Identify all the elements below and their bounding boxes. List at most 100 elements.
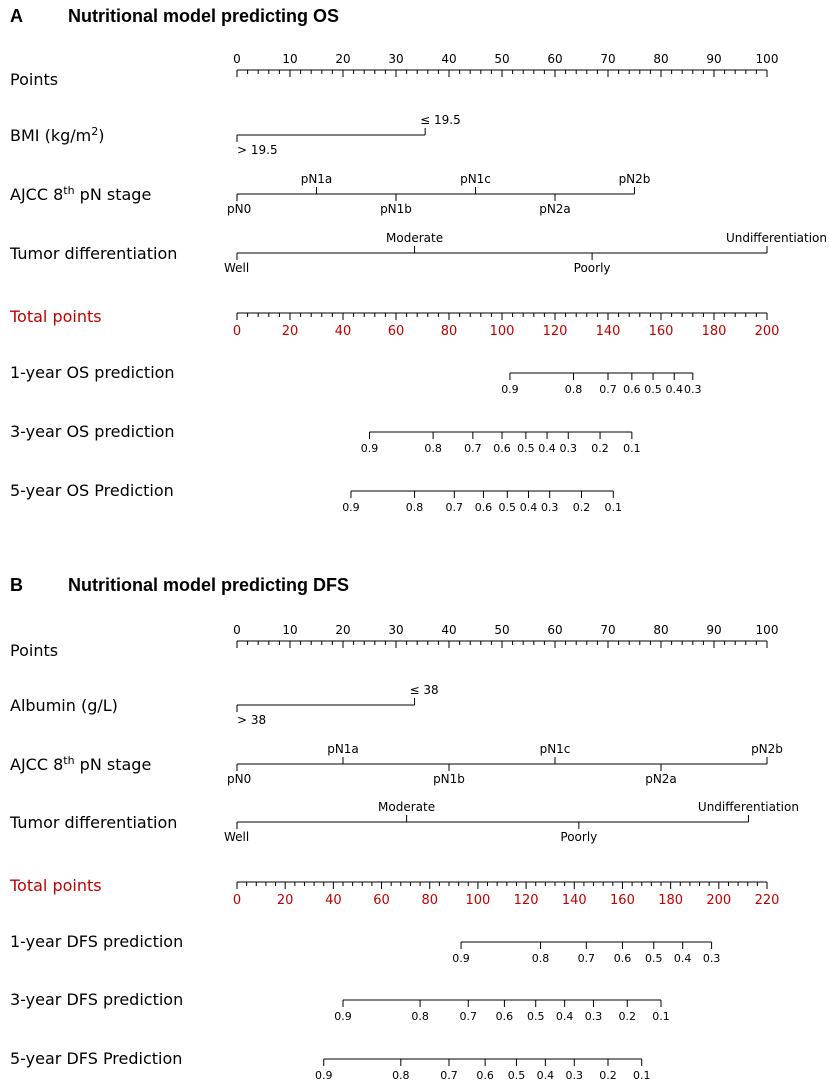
prediction-tick-label: 0.8 — [411, 1010, 429, 1023]
points-tick-label: 10 — [282, 52, 297, 66]
prediction-tick-label: 0.5 — [508, 1069, 526, 1082]
level-label: ≤ 19.5 — [420, 113, 461, 127]
points-tick-label: 80 — [653, 52, 668, 66]
panel-title: Nutritional model predicting DFS — [68, 575, 349, 595]
variable-label-td: Tumor differentiation — [9, 813, 177, 832]
total-points-tick-label: 220 — [755, 893, 780, 908]
prediction-tick-label: 0.1 — [605, 501, 623, 514]
prediction-tick-label: 0.8 — [406, 501, 424, 514]
prediction-tick-label: 0.5 — [499, 501, 517, 514]
prediction-tick-label: 0.5 — [527, 1010, 545, 1023]
total-points-tick-label: 120 — [543, 324, 568, 339]
points-tick-label: 0 — [233, 52, 241, 66]
prediction-tick-label: 0.5 — [644, 383, 662, 396]
prediction-tick-label: 0.6 — [475, 501, 493, 514]
prediction-tick-label: 0.3 — [541, 501, 559, 514]
total-points-tick-label: 40 — [325, 893, 342, 908]
variable-label-pn: AJCC 8th pN stage — [10, 184, 151, 204]
points-tick-label: 50 — [494, 623, 509, 637]
total-points-tick-label: 140 — [562, 893, 587, 908]
total-points-tick-label: 80 — [441, 324, 458, 339]
total-points-tick-label: 160 — [610, 893, 635, 908]
prediction-tick-label: 0.9 — [452, 952, 470, 965]
level-label: Undifferentiation — [726, 231, 827, 245]
points-tick-label: 100 — [756, 52, 779, 66]
prediction-tick-label: 0.8 — [565, 383, 583, 396]
prediction-tick-label: 0.4 — [674, 952, 692, 965]
prediction-tick-label: 0.3 — [684, 383, 702, 396]
points-tick-label: 60 — [547, 623, 562, 637]
level-label: ≤ 38 — [410, 683, 439, 697]
total-points-tick-label: 20 — [282, 324, 299, 339]
prediction-tick-label: 0.2 — [591, 442, 609, 455]
points-tick-label: 60 — [547, 52, 562, 66]
level-label: pN1c — [540, 742, 571, 756]
level-label: pN1b — [380, 202, 412, 216]
prediction-label: 3-year OS prediction — [10, 422, 175, 441]
prediction-tick-label: 0.7 — [578, 952, 596, 965]
level-label: Undifferentiation — [698, 800, 799, 814]
total-points-tick-label: 0 — [233, 893, 241, 908]
nomogram-panel-b: B Nutritional model predicting DFS Points 0… — [9, 575, 799, 1082]
prediction-label: 5-year OS Prediction — [10, 481, 174, 500]
level-label: Poorly — [574, 261, 611, 275]
prediction-tick-label: 0.9 — [334, 1010, 352, 1023]
prediction-tick-label: 0.9 — [315, 1069, 333, 1082]
total-points-tick-label: 200 — [755, 324, 780, 339]
level-label: pN2a — [645, 772, 677, 786]
prediction-tick-label: 0.9 — [361, 442, 379, 455]
points-tick-label: 40 — [441, 52, 456, 66]
points-tick-label: 50 — [494, 52, 509, 66]
prediction-tick-label: 0.4 — [556, 1010, 574, 1023]
points-tick-label: 70 — [600, 623, 615, 637]
points-tick-label: 20 — [335, 52, 350, 66]
level-label: pN1b — [433, 772, 465, 786]
prediction-tick-label: 0.5 — [517, 442, 535, 455]
prediction-tick-label: 0.8 — [424, 442, 442, 455]
prediction-tick-label: 0.6 — [496, 1010, 514, 1023]
prediction-tick-label: 0.1 — [623, 442, 641, 455]
points-tick-label: 80 — [653, 623, 668, 637]
panel-letter: A — [10, 6, 23, 26]
prediction-tick-label: 0.7 — [599, 383, 617, 396]
points-tick-label: 10 — [282, 623, 297, 637]
total-points-tick-label: 60 — [388, 324, 405, 339]
total-points-tick-label: 60 — [373, 893, 390, 908]
variable-label-bmi: BMI (kg/m2) — [10, 125, 104, 145]
total-points-tick-label: 40 — [335, 324, 352, 339]
panel-letter: B — [10, 575, 23, 595]
prediction-tick-label: 0.1 — [652, 1010, 670, 1023]
total-points-tick-label: 0 — [233, 324, 241, 339]
level-label: pN1a — [327, 742, 359, 756]
total-points-tick-label: 20 — [277, 893, 294, 908]
points-tick-label: 70 — [600, 52, 615, 66]
points-tick-label: 30 — [388, 52, 403, 66]
prediction-tick-label: 0.6 — [614, 952, 632, 965]
level-label: > 38 — [237, 713, 266, 727]
prediction-tick-label: 0.2 — [573, 501, 591, 514]
level-label: pN0 — [227, 772, 251, 786]
prediction-tick-label: 0.4 — [537, 1069, 555, 1082]
total-points-label: Total points — [9, 876, 102, 895]
prediction-tick-label: 0.7 — [446, 501, 464, 514]
points-tick-label: 0 — [233, 623, 241, 637]
points-tick-label: 90 — [706, 52, 721, 66]
level-label: pN2a — [539, 202, 571, 216]
total-points-tick-label: 100 — [465, 893, 490, 908]
total-points-tick-label: 140 — [596, 324, 621, 339]
total-points-tick-label: 180 — [702, 324, 727, 339]
points-tick-label: 30 — [388, 623, 403, 637]
prediction-tick-label: 0.3 — [703, 952, 721, 965]
total-points-label: Total points — [9, 307, 102, 326]
level-label: pN2b — [619, 172, 651, 186]
prediction-tick-label: 0.6 — [476, 1069, 494, 1082]
variable-label-td: Tumor differentiation — [9, 244, 177, 263]
level-label: Well — [224, 830, 249, 844]
prediction-tick-label: 0.7 — [440, 1069, 458, 1082]
total-points-tick-label: 100 — [490, 324, 515, 339]
prediction-tick-label: 0.3 — [566, 1069, 584, 1082]
level-label: pN1a — [301, 172, 333, 186]
points-row-label: Points — [10, 641, 58, 660]
prediction-label: 5-year DFS Prediction — [10, 1049, 182, 1068]
level-label: pN2b — [751, 742, 783, 756]
